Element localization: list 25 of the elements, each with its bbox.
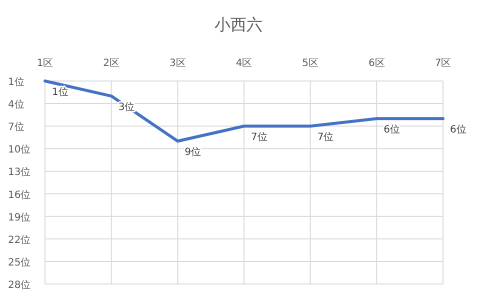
x-tick-label: 5区 bbox=[302, 58, 319, 69]
chart-title: 小西六 bbox=[214, 15, 262, 34]
data-label: 9位 bbox=[184, 146, 202, 158]
x-tick-label: 6区 bbox=[368, 58, 385, 69]
y-tick-label: 7位 bbox=[8, 121, 24, 134]
y-tick-label: 4位 bbox=[8, 98, 24, 111]
x-tick-label: 3区 bbox=[169, 58, 186, 69]
y-tick-label: 1位 bbox=[8, 76, 24, 88]
x-tick-label: 2区 bbox=[103, 58, 120, 69]
y-tick-label: 25位 bbox=[8, 256, 31, 268]
data-label: 7位 bbox=[317, 131, 334, 144]
y-tick-label: 22位 bbox=[8, 234, 31, 246]
x-tick-label: 1区 bbox=[36, 58, 54, 69]
data-label: 3位 bbox=[118, 101, 135, 114]
data-label: 6位 bbox=[384, 124, 400, 136]
y-tick-label: 16位 bbox=[8, 188, 31, 201]
data-label: 1位 bbox=[52, 86, 68, 98]
y-tick-label: 10位 bbox=[8, 144, 31, 156]
y-tick-label: 19位 bbox=[8, 211, 31, 224]
data-label: 6位 bbox=[450, 124, 466, 136]
data-label: 7位 bbox=[251, 131, 268, 144]
y-tick-label: 28位 bbox=[8, 279, 31, 291]
y-tick-label: 13位 bbox=[8, 166, 31, 178]
x-tick-label: 4区 bbox=[236, 58, 252, 69]
x-tick-label: 7区 bbox=[434, 58, 452, 69]
